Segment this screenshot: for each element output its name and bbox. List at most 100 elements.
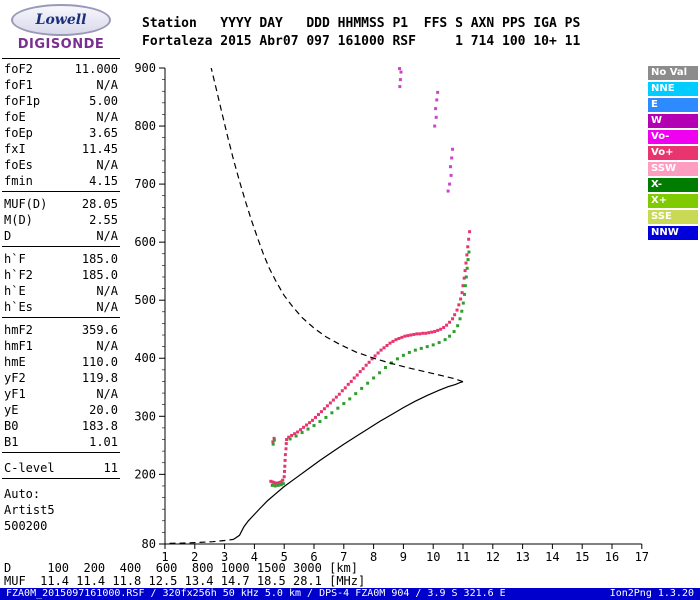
param-group-muf: MUF(D) 28.05 M(D) 2.55 D N/A <box>2 194 120 247</box>
param-row-fmin: fmin 4.15 <box>4 173 118 189</box>
svg-text:8: 8 <box>370 550 377 564</box>
param-row-b0: B0 183.8 <box>4 418 118 434</box>
param-value: 1.01 <box>89 435 118 449</box>
param-row-md: M(D) 2.55 <box>4 212 118 228</box>
param-label: hmF1 <box>4 339 33 353</box>
param-label: hmE <box>4 355 26 369</box>
param-label: h`E <box>4 284 26 298</box>
status-file-info: FZA0M_2015097161000.RSF / 320fx256h 50 k… <box>6 588 506 599</box>
svg-text:14: 14 <box>545 550 559 564</box>
param-value: N/A <box>96 284 118 298</box>
param-row-hmf1: hmF1 N/A <box>4 338 118 354</box>
param-value: N/A <box>96 300 118 314</box>
svg-text:500: 500 <box>134 293 156 307</box>
distance-row: D 100 200 400 600 800 1000 1500 3000 [km… <box>4 561 359 575</box>
param-label: hmF2 <box>4 323 33 337</box>
svg-text:4: 4 <box>251 550 258 564</box>
svg-text:12: 12 <box>486 550 500 564</box>
footer-auto-label: Auto: <box>4 487 41 501</box>
svg-text:900: 900 <box>134 61 156 75</box>
digisonde-logo: Lowell DIGISONDE <box>6 4 116 52</box>
logo-digisonde-text: DIGISONDE <box>17 37 105 52</box>
svg-text:1: 1 <box>161 550 168 564</box>
status-bar: FZA0M_2015097161000.RSF / 320fx256h 50 k… <box>0 588 700 600</box>
param-row-he: h`E N/A <box>4 283 118 299</box>
param-value: 11.000 <box>74 62 118 76</box>
svg-text:600: 600 <box>134 235 156 249</box>
svg-text:13: 13 <box>515 550 529 564</box>
param-label: h`F2 <box>4 268 33 282</box>
svg-text:10: 10 <box>426 550 440 564</box>
echo-color-legend: No Val NNE E W Vo- Vo+ SSW X- X+ SSE NNW <box>648 66 698 242</box>
param-label: h`Es <box>4 300 33 314</box>
footer-code: 500200 <box>4 519 48 533</box>
param-label: foF2 <box>4 62 33 76</box>
svg-text:80: 80 <box>142 537 156 551</box>
param-label: foF1p <box>4 94 41 108</box>
legend-item-nnw: NNW <box>648 226 698 240</box>
param-label: MUF(D) <box>4 197 48 211</box>
param-row-hmf2: hmF2 359.6 <box>4 322 118 338</box>
param-row-hme: hmE 110.0 <box>4 354 118 370</box>
param-group-profile: hmF2 359.6 hmF1 N/A hmE 110.0 yF2 119.8 yF1 N… <box>2 320 120 453</box>
param-group-frequencies: foF2 11.000 foF1 N/A foF1p 5.00 foE N/A foEp… <box>2 59 120 192</box>
param-value: 28.05 <box>81 197 118 211</box>
param-row-fxi: fxI 11.45 <box>4 141 118 157</box>
muf-row: MUF 11.4 11.4 11.8 12.5 13.4 14.7 18.5 2… <box>4 574 366 588</box>
svg-text:5: 5 <box>281 550 288 564</box>
param-value: 185.0 <box>81 252 118 266</box>
svg-text:700: 700 <box>134 177 156 191</box>
svg-text:400: 400 <box>134 351 156 365</box>
svg-text:6: 6 <box>310 550 317 564</box>
param-label: B0 <box>4 419 19 433</box>
param-label: fmin <box>4 174 33 188</box>
param-label: fxI <box>4 142 26 156</box>
param-group-confidence: C-level 11 <box>2 458 120 479</box>
param-label: h`F <box>4 252 26 266</box>
param-row-mufd: MUF(D) 28.05 <box>4 196 118 212</box>
param-footer: Auto: Artist5 500200 <box>2 481 120 539</box>
param-value: 20.0 <box>89 403 118 417</box>
svg-text:17: 17 <box>635 550 649 564</box>
param-row-foep: foEp 3.65 <box>4 125 118 141</box>
legend-item-vo-minus: Vo- <box>648 130 698 144</box>
param-label: foE <box>4 110 26 124</box>
param-label: B1 <box>4 435 19 449</box>
param-row-ye: yE 20.0 <box>4 402 118 418</box>
param-label: yE <box>4 403 19 417</box>
header-column-names: Station YYYY DAY DDD HHMMSS P1 FFS S AXN… <box>142 16 581 31</box>
param-value: 2.55 <box>89 213 118 227</box>
param-row-fof1: foF1 N/A <box>4 77 118 93</box>
param-row-hf: h`F 185.0 <box>4 251 118 267</box>
param-row-fof1p: foF1p 5.00 <box>4 93 118 109</box>
param-value: 11.45 <box>81 142 118 156</box>
param-row-foes: foEs N/A <box>4 157 118 173</box>
param-value: N/A <box>96 78 118 92</box>
legend-item-x-minus: X- <box>648 178 698 192</box>
param-row-hes: h`Es N/A <box>4 299 118 315</box>
svg-text:3: 3 <box>221 550 228 564</box>
param-label: C-level <box>4 461 55 475</box>
logo-oval: Lowell <box>11 4 111 36</box>
param-value: 359.6 <box>81 323 118 337</box>
status-version: Ion2Png 1.3.20 <box>609 588 694 599</box>
svg-text:16: 16 <box>605 550 619 564</box>
param-value: N/A <box>96 387 118 401</box>
svg-text:800: 800 <box>134 119 156 133</box>
header-column-values: Fortaleza 2015 Abr07 097 161000 RSF 1 71… <box>142 34 581 49</box>
param-value: 5.00 <box>89 94 118 108</box>
param-group-virtual-heights: h`F 185.0 h`F2 185.0 h`E N/A h`Es N/A <box>2 249 120 318</box>
svg-text:7: 7 <box>340 550 347 564</box>
param-row-fof2: foF2 11.000 <box>4 61 118 77</box>
param-value: 4.15 <box>89 174 118 188</box>
param-label: yF2 <box>4 371 26 385</box>
svg-text:200: 200 <box>134 467 156 481</box>
param-value: N/A <box>96 158 118 172</box>
param-value: 11 <box>103 461 118 475</box>
legend-item-ssw: SSW <box>648 162 698 176</box>
param-row-b1: B1 1.01 <box>4 434 118 450</box>
param-value: N/A <box>96 110 118 124</box>
legend-item-e: E <box>648 98 698 112</box>
legend-item-w: W <box>648 114 698 128</box>
